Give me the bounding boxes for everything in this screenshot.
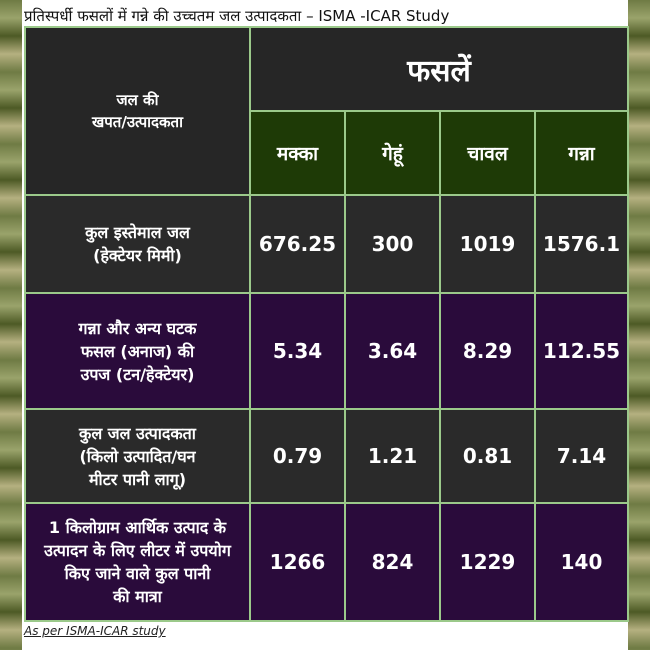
crop-header-maize: मक्का [249, 110, 346, 196]
corner-label-line2: खपत/उत्पादकता [92, 113, 183, 131]
cell-value: 1229 [439, 502, 536, 622]
crops-heading: फसलें [249, 26, 629, 112]
row-label-line: मीटर पानी लागू) [88, 469, 187, 489]
row-label-line: (हेक्टेयर मिमी) [93, 246, 182, 265]
water-productivity-table: जल की खपत/उत्पादकता फसलें मक्का गेहूं चा… [24, 26, 629, 622]
corner-label-line1: जल की [116, 91, 159, 109]
crop-header-wheat: गेहूं [344, 110, 441, 196]
table-row: 1 किलोग्राम आर्थिक उत्पाद के उत्पादन के … [24, 502, 629, 622]
infographic-card: प्रतिस्पर्धी फसलों में गन्ने की उच्चतम ज… [22, 0, 629, 650]
cell-value: 1576.1 [534, 194, 629, 294]
row-label-line: कुल इस्तेमाल जल [85, 223, 190, 242]
row-label-yield: गन्ना और अन्य घटक फसल (अनाज) की उपज (टन/… [24, 292, 251, 410]
row-label-water-productivity: कुल जल उत्पादकता (किलो उत्पादित/घन मीटर … [24, 408, 251, 504]
row-label-total-water: कुल इस्तेमाल जल (हेक्टेयर मिमी) [24, 194, 251, 294]
row-label-line: गन्ना और अन्य घटक [78, 318, 197, 338]
cell-value: 1266 [249, 502, 346, 622]
row-label-line: (किलो उत्पादित/घन [79, 446, 196, 466]
cell-value: 0.79 [249, 408, 346, 504]
table-row: कुल इस्तेमाल जल (हेक्टेयर मिमी) 676.25 3… [24, 194, 629, 294]
cell-value: 8.29 [439, 292, 536, 410]
cell-value: 3.64 [344, 292, 441, 410]
cell-value: 676.25 [249, 194, 346, 294]
row-label-line: कुल जल उत्पादकता [79, 423, 196, 443]
cell-value: 5.34 [249, 292, 346, 410]
cell-value: 1.21 [344, 408, 441, 504]
table-row: गन्ना और अन्य घटक फसल (अनाज) की उपज (टन/… [24, 292, 629, 410]
row-label-line: 1 किलोग्राम आर्थिक उत्पाद के [48, 518, 227, 537]
cell-value: 140 [534, 502, 629, 622]
crop-header-rice: चावल [439, 110, 536, 196]
cell-value: 7.14 [534, 408, 629, 504]
cell-value: 300 [344, 194, 441, 294]
crop-header-sugarcane: गन्ना [534, 110, 629, 196]
cell-value: 112.55 [534, 292, 629, 410]
row-label-line: उत्पादन के लिए लीटर में उपयोग [44, 541, 231, 560]
caption-title: प्रतिस्पर्धी फसलों में गन्ने की उच्चतम ज… [24, 7, 450, 25]
row-label-water-per-kg: 1 किलोग्राम आर्थिक उत्पाद के उत्पादन के … [24, 502, 251, 622]
source-note: As per ISMA-ICAR study [24, 624, 166, 638]
sugarcane-background-left [0, 0, 22, 650]
row-label-line: की मात्रा [113, 587, 162, 606]
sugarcane-background-right [628, 0, 650, 650]
row-label-line: किए जाने वाले कुल पानी [64, 564, 211, 583]
row-label-line: फसल (अनाज) की [80, 341, 195, 361]
header-corner-cell: जल की खपत/उत्पादकता [24, 26, 251, 196]
cell-value: 0.81 [439, 408, 536, 504]
cell-value: 824 [344, 502, 441, 622]
row-label-line: उपज (टन/हेक्टेयर) [80, 364, 195, 384]
table-row: कुल जल उत्पादकता (किलो उत्पादित/घन मीटर … [24, 408, 629, 504]
cell-value: 1019 [439, 194, 536, 294]
